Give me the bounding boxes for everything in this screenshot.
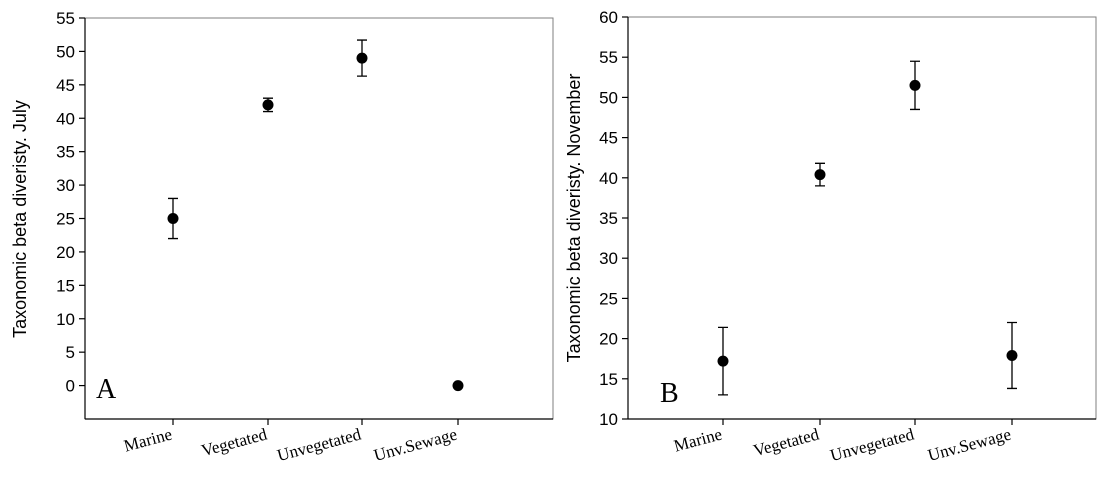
y-tick-label: 30 bbox=[56, 176, 75, 195]
y-tick-label: 40 bbox=[599, 169, 618, 188]
y-axis-label: Taxonomic beta diveristy. July bbox=[10, 100, 30, 338]
data-point bbox=[452, 380, 464, 392]
y-tick-label: 10 bbox=[56, 310, 75, 329]
panel-label: B bbox=[660, 378, 679, 409]
data-point bbox=[356, 52, 368, 64]
plot-frame bbox=[84, 17, 554, 420]
x-tick-label: Unv.Sewage bbox=[926, 425, 1013, 465]
plot-frame bbox=[627, 16, 1097, 420]
y-tick-label: 15 bbox=[56, 276, 75, 295]
x-tick-label: Marine bbox=[122, 425, 174, 456]
data-point bbox=[814, 169, 826, 181]
x-tick-label: Unvegetated bbox=[275, 424, 363, 465]
y-tick-label: 25 bbox=[56, 210, 75, 229]
y-tick-label: 35 bbox=[56, 143, 75, 162]
y-tick-label: 45 bbox=[599, 129, 618, 148]
data-point bbox=[1006, 349, 1018, 361]
y-tick-label: 0 bbox=[66, 377, 75, 396]
chart-panel-b: Taxonomic beta diveristy. November B 10 1… bbox=[564, 8, 1097, 465]
data-point bbox=[909, 79, 921, 91]
x-tick-label: Vegetated bbox=[199, 424, 269, 460]
x-tick-label: Unvegetated bbox=[828, 424, 916, 465]
y-tick-label: 55 bbox=[56, 9, 75, 28]
y-tick-label: 25 bbox=[599, 289, 618, 308]
y-tick-label: 60 bbox=[599, 8, 618, 27]
x-tick-label: Unv.Sewage bbox=[372, 425, 459, 465]
x-tick-label: Marine bbox=[672, 425, 724, 456]
data-point bbox=[167, 213, 179, 224]
y-tick-label: 5 bbox=[66, 343, 75, 362]
y-tick-label: 20 bbox=[56, 243, 75, 262]
y-tick-label: 30 bbox=[599, 249, 618, 268]
data-point bbox=[262, 99, 274, 111]
data-point bbox=[717, 355, 729, 367]
x-tick-label: Vegetated bbox=[751, 424, 821, 460]
y-tick-label: 35 bbox=[599, 209, 618, 228]
y-tick-label: 40 bbox=[56, 109, 75, 128]
y-tick-label: 20 bbox=[599, 330, 618, 349]
y-tick-label: 55 bbox=[599, 48, 618, 67]
chart-panel-a: Taxonomic beta diveristy. July A 0 5 10 15 2… bbox=[10, 9, 554, 465]
y-tick-label: 45 bbox=[56, 76, 75, 95]
y-tick-label: 50 bbox=[56, 42, 75, 61]
y-tick-label: 15 bbox=[599, 370, 618, 389]
panel-label: A bbox=[96, 374, 117, 405]
y-axis-label: Taxonomic beta diveristy. November bbox=[564, 74, 584, 363]
y-tick-label: 10 bbox=[599, 410, 618, 429]
y-tick-label: 50 bbox=[599, 88, 618, 107]
